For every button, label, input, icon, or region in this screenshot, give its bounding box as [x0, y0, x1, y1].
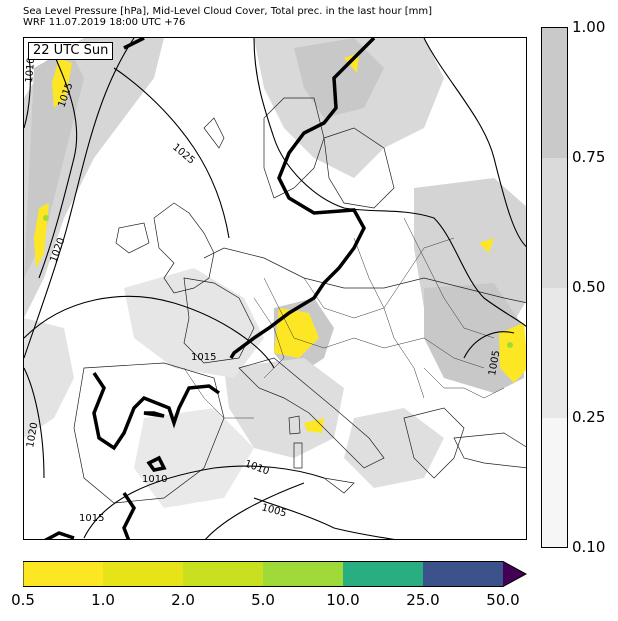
precip-tick: 0.5 [11, 591, 35, 609]
weather-map: 1010 1015 1025 1020 1015 1020 1010 1010 … [23, 37, 527, 540]
isobar-label: 1015 [191, 352, 216, 363]
isobar-label: 1010 [243, 458, 271, 477]
precip-extend-arrow [503, 561, 526, 587]
precipitation-core [43, 215, 513, 348]
map-title-line-1: Sea Level Pressure [hPa], Mid-Level Clou… [23, 6, 433, 17]
cloud-cover-tick: 1.00 [572, 18, 606, 36]
precip-tick: 50.0 [486, 591, 520, 609]
isobar-label: 1015 [79, 513, 104, 524]
coastlines [73, 97, 526, 504]
isobar-label: 1010 [142, 474, 167, 485]
cloud-cover-segment [542, 158, 567, 288]
cloud-cover-areas [24, 38, 526, 508]
isobar-label: 1005 [487, 350, 502, 377]
cloud-cover-tick: 0.10 [572, 538, 606, 556]
thick-contours [44, 38, 376, 539]
precip-tick: 2.0 [171, 591, 195, 609]
cloud-cover-tick: 0.75 [572, 148, 606, 166]
cloud-cover-segment [542, 288, 567, 418]
precip-tick: 25.0 [406, 591, 440, 609]
isobar-label: 1020 [25, 422, 40, 449]
cloud-cover-tick: 0.25 [572, 408, 606, 426]
precip-tick: 5.0 [251, 591, 275, 609]
time-badge: 22 UTC Sun [28, 42, 114, 60]
isobars [24, 38, 526, 539]
precip-segment [183, 561, 263, 587]
precip-segment [343, 561, 423, 587]
precip-segment [423, 561, 503, 587]
precip-segment [23, 561, 103, 587]
cloud-cover-segment [542, 418, 567, 547]
precip-tick: 1.0 [91, 591, 115, 609]
cloud-cover-tick: 0.50 [572, 278, 606, 296]
isobar-label: 1005 [260, 502, 287, 519]
cloud-cover-segment [542, 28, 567, 158]
isobar-label: 1010 [24, 57, 37, 83]
precip-segment [103, 561, 183, 587]
precip-tick: 10.0 [326, 591, 360, 609]
cloud-cover-colorbar [541, 27, 568, 548]
map-title-line-2: WRF 11.07.2019 18:00 UTC +76 [23, 17, 186, 28]
precip-segment [263, 561, 343, 587]
precipitation-colorbar [23, 561, 527, 587]
